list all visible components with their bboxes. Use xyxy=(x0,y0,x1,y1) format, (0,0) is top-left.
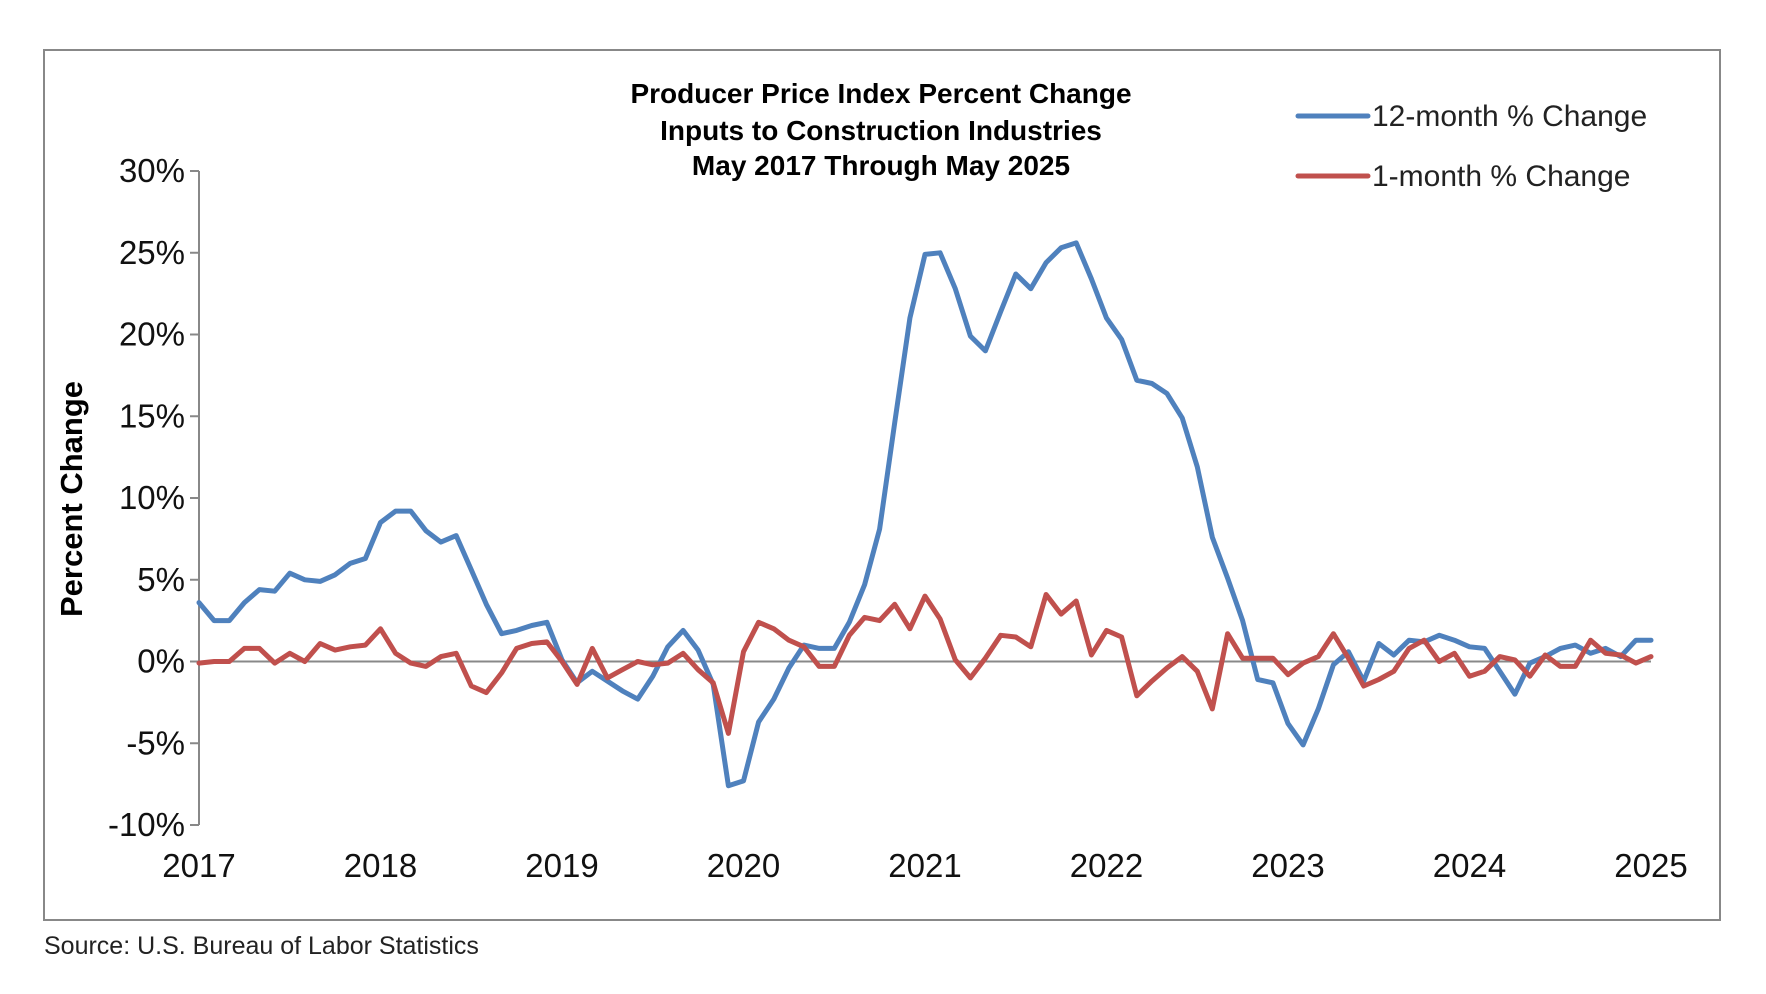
y-tick-label: 25% xyxy=(119,234,185,271)
x-tick-label: 2023 xyxy=(1251,847,1324,884)
legend-label-12-month: 12-month % Change xyxy=(1372,100,1647,133)
chart-title-line-2: Inputs to Construction Industries xyxy=(660,115,1102,146)
x-tick-label: 2021 xyxy=(888,847,961,884)
chart-title-line-1: Producer Price Index Percent Change xyxy=(630,78,1131,109)
x-tick-label: 2022 xyxy=(1070,847,1143,884)
series-line-12-month xyxy=(196,240,1654,789)
y-tick-label: -10% xyxy=(108,806,185,843)
y-axis-title: Percent Change xyxy=(54,381,89,617)
chart-frame xyxy=(43,49,1721,921)
source-note: Source: U.S. Bureau of Labor Statistics xyxy=(44,932,479,960)
x-tick-label: 2024 xyxy=(1433,847,1506,884)
series-layer xyxy=(196,240,1654,789)
x-tick-label: 2019 xyxy=(525,847,598,884)
y-tick-label: 0% xyxy=(137,643,185,680)
y-tick-label: 15% xyxy=(119,397,185,434)
chart-title-line-3: May 2017 Through May 2025 xyxy=(692,150,1070,181)
x-tick-label: 2018 xyxy=(344,847,417,884)
y-tick-label: -5% xyxy=(126,724,185,761)
x-tick-label: 2017 xyxy=(162,847,235,884)
x-tick-label: 2025 xyxy=(1614,847,1687,884)
x-tick-label: 2020 xyxy=(707,847,780,884)
legend: 12-month % Change 1-month % Change xyxy=(1295,100,1647,193)
x-axis: 2017 2018 2019 2020 2021 2022 2023 2024 2025 xyxy=(162,660,1688,884)
y-axis: -10% -5% 0% 5% 10% 15% 20% 25% 30% xyxy=(108,152,200,843)
series-line-1-month xyxy=(196,592,1654,736)
y-tick-label: 5% xyxy=(137,561,185,598)
y-tick-label: 20% xyxy=(119,316,185,353)
legend-label-1-month: 1-month % Change xyxy=(1372,160,1631,193)
y-tick-label: 10% xyxy=(119,479,185,516)
y-tick-label: 30% xyxy=(119,152,185,189)
